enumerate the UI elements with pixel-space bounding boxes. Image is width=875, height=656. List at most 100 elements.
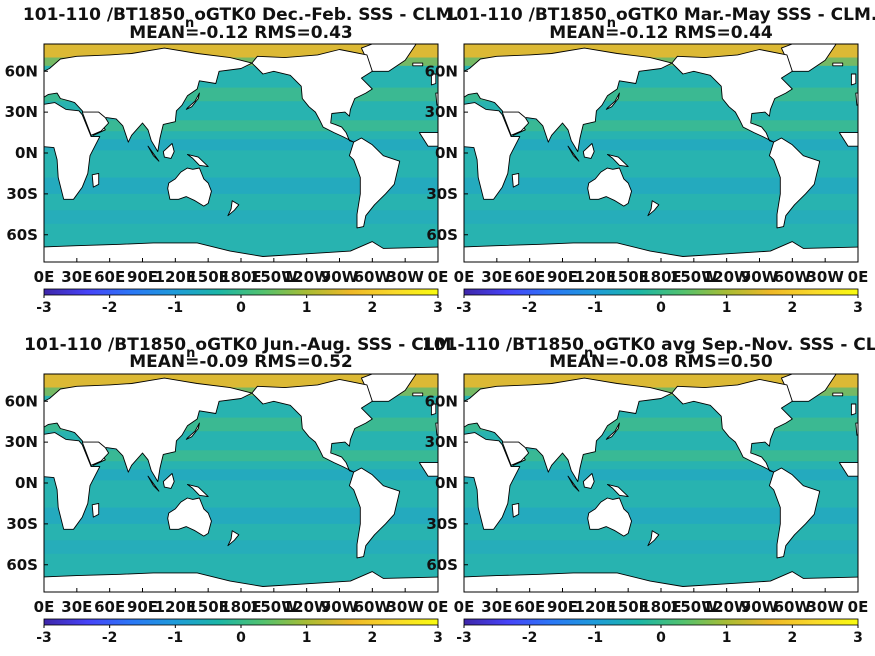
map-panel-3: 101-110 /BT1850noGTK0 Jun.-Aug. SSS - CL… [5, 335, 458, 646]
x-tick-label: 150E [187, 598, 229, 616]
y-tick-label: 60S [426, 556, 458, 574]
panel-title: 101-110 /BT1850noGTK0 Jun.-Aug. SSS - CL… [24, 335, 458, 361]
panel-title-main: 101-110 /BT1850 [23, 5, 185, 25]
colorbar-tick-label: -1 [168, 300, 184, 316]
x-tick-label: 30W [386, 598, 424, 616]
x-tick-label: 120E [155, 598, 197, 616]
panel-title-main: 101-110 /BT1850 [422, 335, 584, 355]
x-tick-label: 0E [428, 598, 449, 616]
anomaly-band [44, 540, 438, 554]
x-tick-label: 0E [454, 268, 475, 286]
x-tick-label: 0E [848, 598, 869, 616]
x-tick-label: 120E [155, 268, 197, 286]
panel-title-main: 101-110 /BT1850 [24, 335, 186, 355]
colorbar [463, 288, 859, 296]
anomaly-band [464, 120, 858, 132]
colorbar-tick-label: 0 [236, 300, 246, 316]
x-tick-label: 180E [640, 598, 682, 616]
x-tick-label: 180E [220, 598, 262, 616]
land-mask [44, 374, 438, 592]
y-tick-label: 0N [15, 474, 38, 492]
anomaly-band [464, 540, 858, 554]
x-tick-label: 60W [354, 268, 392, 286]
x-tick-label: 0E [34, 598, 55, 616]
y-tick-label: 30N [425, 103, 458, 121]
panel-title: 101-110 /BT1850noGTK0 avg Sep.-Nov. SSS … [422, 335, 875, 361]
x-tick-label: 150E [607, 598, 649, 616]
x-tick-label: 120W [283, 268, 331, 286]
x-tick-label: 90E [547, 268, 578, 286]
colorbar-tick-label: 1 [722, 300, 732, 316]
map-panel-2: 101-110 /BT1850noGTK0 Mar.-May SSS - CLM… [425, 5, 875, 316]
colorbar-tick-label: -1 [168, 630, 184, 646]
x-tick-label: 30E [61, 268, 92, 286]
x-tick-label: 120W [283, 598, 331, 616]
x-tick-label: 90W [741, 598, 779, 616]
x-tick-label: 30W [806, 598, 844, 616]
panel-stats: MEAN=-0.12 RMS=0.43 [129, 23, 353, 43]
y-tick-label: 30N [5, 433, 38, 451]
panel-title-subscript: n [607, 16, 616, 31]
panel-title: 101-110 /BT1850noGTK0 Mar.-May SSS - CLM… [445, 5, 875, 31]
anomaly-band [44, 210, 438, 224]
land-mask [44, 44, 438, 262]
y-tick-label: 60N [425, 392, 458, 410]
anomaly-band [464, 450, 858, 462]
y-tick-label: 30S [6, 515, 38, 533]
panel-stats: MEAN=-0.09 RMS=0.52 [129, 352, 353, 372]
x-tick-label: 30E [61, 598, 92, 616]
x-tick-label: 150E [607, 268, 649, 286]
x-tick-label: 0E [34, 268, 55, 286]
x-tick-label: 0E [848, 268, 869, 286]
x-tick-label: 120W [703, 268, 751, 286]
y-tick-label: 0N [435, 144, 458, 162]
x-tick-label: 60W [354, 598, 392, 616]
panel-stats: MEAN=-0.12 RMS=0.44 [549, 23, 773, 43]
y-tick-label: 60N [5, 62, 38, 80]
panel-title-rest: oGTK0 Dec.-Feb. SSS - CLM. [194, 5, 459, 25]
x-tick-label: 30W [386, 268, 424, 286]
x-tick-label: 0E [454, 598, 475, 616]
panel-stats: MEAN=-0.08 RMS=0.50 [549, 352, 773, 372]
x-tick-label: 60W [774, 268, 812, 286]
colorbar-tick-label: -2 [102, 300, 118, 316]
anomaly-band [464, 210, 858, 224]
y-tick-label: 0N [435, 474, 458, 492]
colorbar-tick-label: -3 [456, 300, 472, 316]
colorbar-tick-label: 1 [722, 630, 732, 646]
panel-title: 101-110 /BT1850noGTK0 Dec.-Feb. SSS - CL… [23, 5, 459, 31]
colorbar [463, 618, 859, 626]
x-tick-label: 60E [94, 598, 125, 616]
panel-title-main: 101-110 /BT1850 [445, 5, 607, 25]
colorbar-tick-label: 1 [302, 300, 312, 316]
x-tick-label: 60E [514, 598, 545, 616]
map-panel-4: 101-110 /BT1850noGTK0 avg Sep.-Nov. SSS … [422, 335, 875, 646]
colorbar-tick-label: 3 [433, 300, 443, 316]
colorbar-tick-label: 2 [367, 300, 377, 316]
colorbar [43, 288, 439, 296]
panel-title-rest: oGTK0 avg Sep.-Nov. SSS - CLM. [593, 335, 875, 355]
x-tick-label: 120E [575, 598, 617, 616]
anomaly-band [44, 450, 438, 462]
anomaly-band [44, 139, 438, 151]
y-tick-label: 30N [5, 103, 38, 121]
anomaly-band [464, 469, 858, 481]
x-tick-label: 150W [250, 598, 298, 616]
land-mask [464, 44, 858, 262]
y-tick-label: 0N [15, 144, 38, 162]
anomaly-band [44, 469, 438, 481]
colorbar [43, 618, 439, 626]
anomaly-band [44, 507, 438, 524]
colorbar-tick-label: 3 [433, 630, 443, 646]
panel-title-rest: oGTK0 Jun.-Aug. SSS - CLM. [195, 335, 457, 355]
x-tick-label: 60E [514, 268, 545, 286]
x-tick-label: 180E [640, 268, 682, 286]
colorbar-tick-label: -1 [588, 630, 604, 646]
y-tick-label: 30S [426, 515, 458, 533]
x-tick-label: 60W [774, 598, 812, 616]
colorbar-tick-label: -2 [522, 630, 538, 646]
panel-title-subscript: n [186, 346, 195, 361]
colorbar-tick-label: -3 [456, 630, 472, 646]
colorbar-tick-label: -3 [36, 630, 52, 646]
